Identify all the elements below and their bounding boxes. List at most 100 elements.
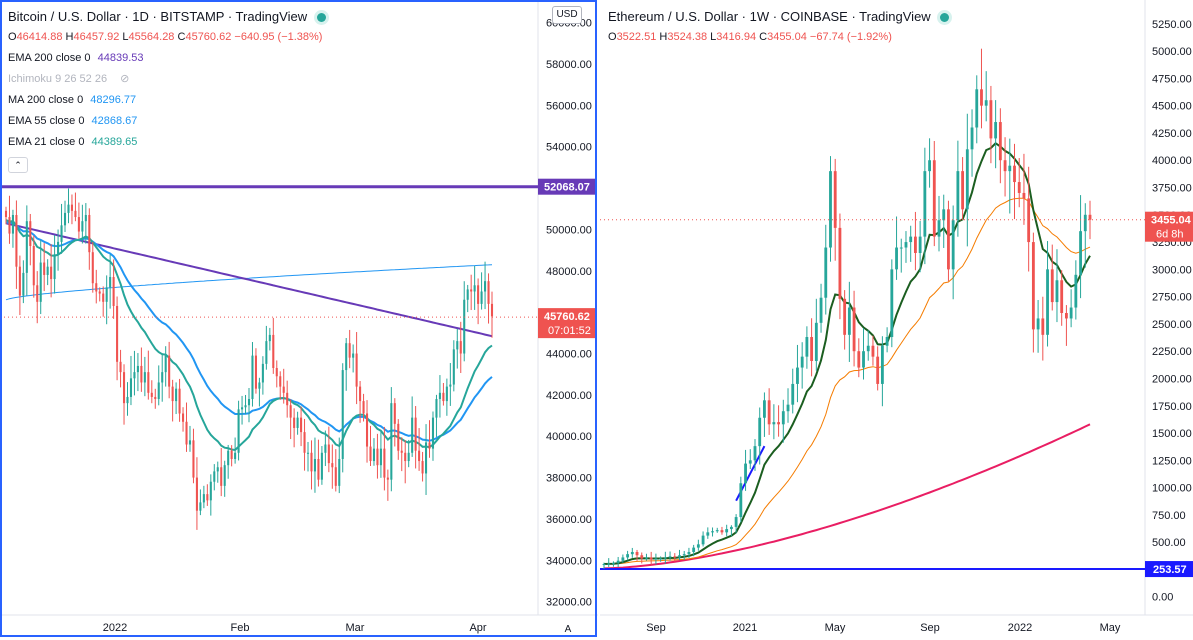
candle-body — [998, 122, 1002, 161]
candle-body — [989, 100, 993, 139]
candle-body — [866, 345, 870, 352]
candle-body — [143, 372, 146, 383]
candle-body — [767, 400, 771, 425]
candle-body — [15, 214, 18, 267]
candle-body — [843, 298, 847, 335]
candle-body — [317, 458, 320, 480]
x-tick-label: Sep — [920, 622, 940, 634]
candle-body — [50, 266, 53, 280]
candle-body — [956, 171, 960, 221]
candle-body — [885, 337, 889, 346]
candle-body — [112, 277, 115, 306]
y-tick-label: 4500.00 — [1152, 101, 1192, 113]
candle-body — [188, 440, 192, 445]
candle-body — [649, 557, 653, 560]
y-tick-label: 4750.00 — [1152, 73, 1192, 85]
eth-chart-panel[interactable]: 0.00250.00500.00750.001000.001250.001500… — [600, 0, 1193, 640]
candle-body — [452, 349, 455, 385]
candle-body — [379, 448, 382, 466]
candle-body — [202, 494, 205, 503]
y-tick-label: 44000.00 — [546, 349, 592, 361]
candle-body — [192, 440, 195, 478]
candle-body — [1046, 269, 1049, 335]
open-label: O — [608, 31, 617, 43]
candle-body — [220, 467, 223, 486]
eth-chart-canvas[interactable]: 0.00250.00500.00750.001000.001250.001500… — [600, 0, 1193, 640]
candle-body — [88, 214, 91, 253]
candle-body — [345, 343, 348, 371]
candle-body — [25, 221, 28, 273]
collapse-legend-icon[interactable]: ⌃ — [8, 157, 28, 173]
candle-body — [320, 452, 323, 480]
x-tick-label: Mar — [346, 622, 365, 634]
candle-body — [810, 337, 814, 362]
indicator-ma200[interactable]: MA 200 close 0 48296.77 — [8, 90, 326, 111]
y-tick-label: 50000.00 — [546, 224, 592, 236]
x-tick-label: Sep — [646, 622, 666, 634]
y-tick-label: 5250.00 — [1152, 19, 1192, 31]
btc-chart-canvas[interactable]: 32000.00 34000.00 36000.00 38000.00 40000.00… — [0, 0, 600, 640]
candle-body — [98, 291, 101, 294]
btc-symbol-title[interactable]: Bitcoin / U.S. Dollar · 1D · BITSTAMP · … — [8, 9, 308, 24]
last-price-tag — [538, 308, 596, 339]
candle-body — [168, 355, 171, 387]
candle-body — [81, 221, 84, 232]
candle-body — [126, 396, 129, 404]
candle-body — [980, 89, 983, 106]
candle-body — [466, 289, 469, 300]
candle-body — [824, 247, 828, 298]
btc-chart-panel[interactable]: 32000.00 34000.00 36000.00 38000.00 40000.00… — [0, 0, 600, 640]
candle-body — [241, 407, 244, 410]
indicator-ema55[interactable]: EMA 55 close 0 42868.67 — [8, 111, 326, 132]
btc-ohlc-row: O46414.88 H46457.92 L45564.28 C45760.62 … — [8, 27, 326, 48]
btc-open: 46414.88 — [16, 31, 63, 43]
candle-body — [216, 467, 219, 472]
candle-body — [1079, 231, 1082, 275]
candle-body — [857, 351, 861, 368]
candle-body — [261, 363, 264, 383]
auto-scale-button[interactable]: A — [565, 624, 572, 635]
level-price-tag — [538, 178, 596, 195]
candle-body — [477, 285, 480, 304]
candle-body — [275, 368, 278, 377]
candle-body — [612, 562, 615, 564]
indicator-ema200[interactable]: EMA 200 close 0 44839.53 — [8, 48, 326, 69]
high-label: H — [65, 31, 74, 43]
y-tick-label: 3000.00 — [1152, 264, 1192, 276]
candle-body — [621, 557, 625, 561]
candle-body — [890, 269, 894, 338]
candle-body — [206, 494, 209, 501]
indicator-ema21[interactable]: EMA 21 close 0 44389.65 — [8, 132, 326, 153]
btc-change: −640.95 (−1.38%) — [234, 31, 323, 43]
eth-symbol-title[interactable]: Ethereum / U.S. Dollar · 1W · COINBASE ·… — [608, 9, 931, 24]
candle-body — [362, 401, 365, 414]
candle-body — [237, 409, 240, 453]
candle-body — [899, 247, 903, 249]
legend-collapse-row: ⌃ — [8, 153, 326, 174]
hidden-eye-icon[interactable]: ⊘ — [120, 73, 130, 85]
candle-body — [456, 341, 459, 350]
candle-body — [404, 452, 407, 462]
candle-body — [1036, 318, 1040, 330]
y-tick-label: 40000.00 — [546, 431, 592, 443]
candle-body — [140, 365, 143, 383]
currency-selector[interactable]: USD — [552, 6, 582, 24]
candle-body — [635, 551, 639, 556]
indicator-ichimoku[interactable]: Ichimoku 9 26 52 26 ⊘ — [8, 69, 326, 90]
candle-body — [70, 204, 73, 211]
candle-body — [418, 450, 421, 462]
candle-body — [1017, 182, 1021, 193]
level-price-tag — [1145, 561, 1193, 578]
low-label: L — [710, 31, 717, 43]
candle-body — [300, 417, 303, 433]
candle-body — [678, 555, 681, 558]
candle-body — [739, 483, 743, 518]
candle-body — [819, 297, 823, 323]
candle-body — [654, 558, 658, 560]
candle-body — [895, 247, 898, 270]
candle-body — [1031, 242, 1035, 330]
market-open-icon — [940, 13, 950, 22]
y-tick-label: 1250.00 — [1152, 455, 1192, 467]
candle-body — [490, 303, 494, 317]
candle-body — [171, 386, 174, 402]
